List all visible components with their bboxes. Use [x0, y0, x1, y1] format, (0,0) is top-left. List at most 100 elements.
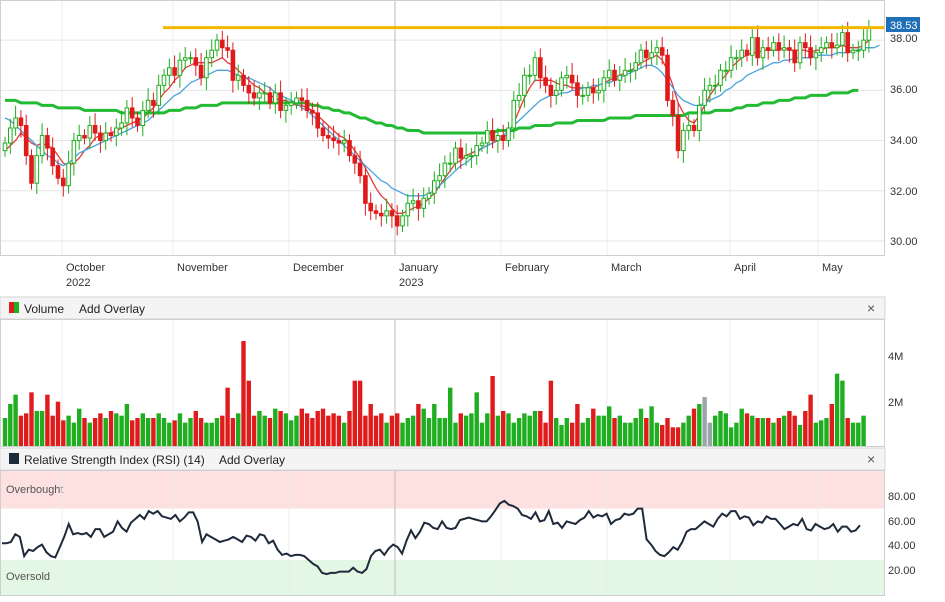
candle	[834, 32, 840, 56]
candle-body	[543, 77, 548, 86]
candle	[82, 129, 87, 145]
volume-bar	[808, 394, 813, 446]
candle-body	[649, 52, 654, 59]
rsi-close-icon[interactable]: ×	[867, 451, 875, 467]
volume-bar	[384, 422, 389, 446]
volume-bar	[347, 411, 352, 446]
candle-body	[220, 39, 225, 49]
volume-tick-4m: 4M	[888, 351, 903, 363]
candle-body	[124, 107, 130, 124]
candle-body	[644, 49, 649, 59]
candle-body	[511, 99, 517, 129]
volume-bar	[734, 422, 739, 446]
candle	[479, 136, 485, 152]
volume-bar	[278, 411, 283, 446]
candle	[670, 91, 676, 127]
candle	[368, 192, 373, 221]
candle-body	[347, 140, 352, 157]
candle	[638, 43, 644, 70]
volume-bar	[495, 415, 501, 446]
volume-bar	[437, 418, 442, 446]
volume-bar	[24, 413, 29, 446]
volume-bar	[554, 418, 559, 446]
candle	[50, 137, 56, 175]
candle	[193, 48, 199, 77]
candle-body	[357, 162, 363, 177]
candle-body	[50, 147, 56, 167]
candle-body	[193, 57, 199, 66]
candle	[596, 78, 601, 101]
candle	[829, 33, 835, 59]
volume-bar	[421, 408, 426, 446]
candlestick-series[interactable]	[2, 19, 872, 236]
volume-bar	[697, 404, 702, 446]
candle-body	[172, 67, 177, 76]
volume-bar	[77, 408, 82, 446]
candle-body	[405, 202, 411, 217]
price-tick-2: 34.00	[890, 135, 918, 147]
volume-bar	[824, 418, 829, 446]
candle-body	[792, 49, 798, 64]
candle	[771, 36, 776, 57]
candle	[601, 70, 607, 103]
volume-bar	[389, 415, 395, 446]
volume-bar	[723, 413, 728, 446]
rsi-add-overlay-link[interactable]: Add Overlay	[219, 453, 285, 467]
volume-bar	[50, 415, 55, 446]
volume-bar	[251, 415, 257, 446]
candle	[129, 97, 135, 128]
candle-body	[384, 210, 389, 217]
candle	[591, 78, 596, 104]
price-month-gridlines	[61, 0, 819, 256]
candle-body	[861, 39, 866, 51]
candle	[384, 198, 389, 224]
volume-add-overlay-link[interactable]: Add Overlay	[79, 302, 145, 316]
volume-bar	[214, 418, 220, 446]
candle-body	[469, 155, 474, 158]
volume-bar	[575, 404, 580, 446]
candle	[755, 25, 760, 66]
candle	[644, 40, 649, 69]
volume-bar	[119, 415, 124, 446]
candle-body	[622, 69, 628, 76]
volume-bar	[861, 415, 866, 446]
volume-bar	[342, 422, 347, 446]
volume-bar	[601, 415, 607, 446]
candle-body	[601, 77, 607, 91]
candle	[718, 64, 723, 92]
candle	[797, 36, 803, 70]
candle-body	[548, 84, 554, 96]
candle-body	[824, 42, 829, 49]
candle-body	[760, 47, 766, 59]
candle	[622, 57, 628, 84]
candle-body	[442, 162, 448, 177]
candle	[850, 43, 856, 59]
candle	[326, 126, 331, 149]
volume-title: Volume	[24, 302, 64, 316]
candle	[469, 147, 474, 168]
candle	[697, 96, 702, 142]
volume-bar	[405, 418, 410, 446]
candle-body	[66, 162, 71, 187]
volume-bar	[55, 401, 61, 446]
candle	[659, 36, 665, 65]
volume-bar	[29, 392, 34, 446]
volume-bars[interactable]	[2, 341, 866, 446]
candle	[299, 88, 305, 112]
candle-body	[485, 130, 490, 144]
candle	[628, 62, 633, 83]
volume-bar	[400, 422, 405, 446]
candle	[840, 24, 845, 58]
volume-bar	[373, 415, 379, 446]
volume-bar	[766, 418, 771, 446]
volume-bar	[92, 418, 98, 446]
candle	[283, 97, 289, 123]
candle-body	[834, 44, 840, 49]
candle-body	[728, 57, 734, 71]
volume-close-icon[interactable]: ×	[867, 300, 875, 316]
last-price-badge-bg	[886, 17, 920, 32]
candle	[426, 186, 432, 205]
candle	[2, 136, 8, 157]
volume-bar	[416, 404, 421, 446]
volume-bar	[649, 406, 654, 446]
